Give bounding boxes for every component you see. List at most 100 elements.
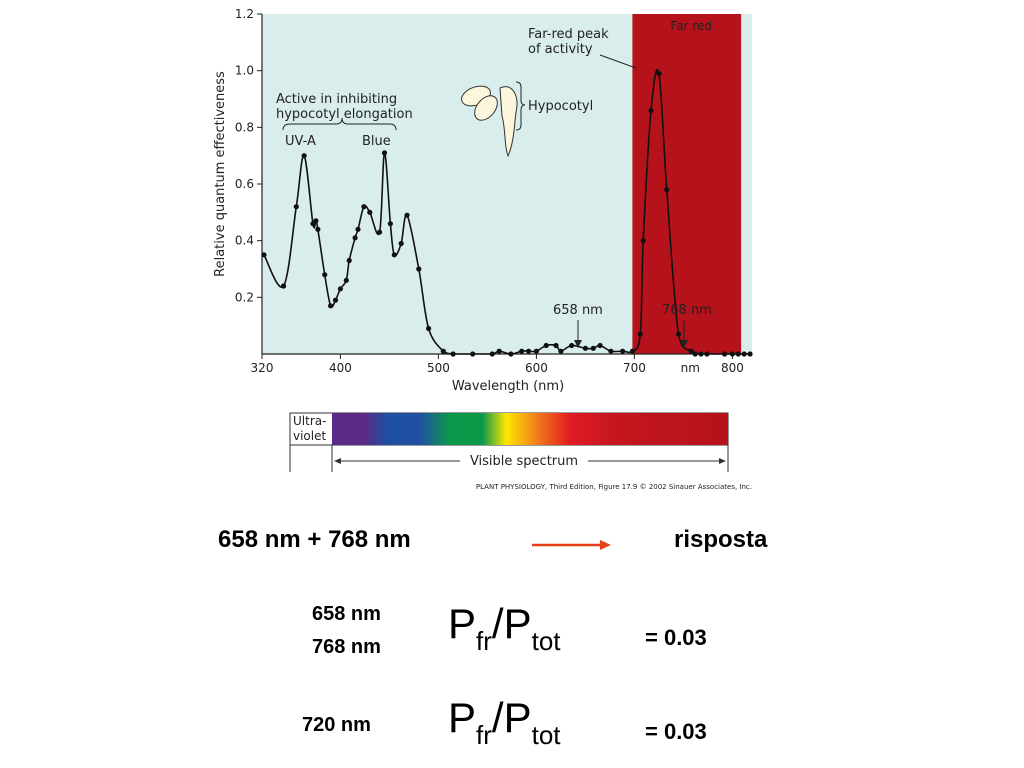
data-point bbox=[620, 348, 626, 354]
far-red-label: Far red bbox=[670, 19, 712, 33]
x-tick-label: 500 bbox=[427, 361, 450, 375]
data-point bbox=[597, 342, 603, 349]
data-point bbox=[508, 351, 514, 357]
data-point bbox=[664, 187, 670, 193]
ratio-value: = 0.03 bbox=[645, 719, 707, 744]
far-red-peak-label: Far-red peak of activity bbox=[528, 27, 609, 57]
y-tick-label: 1.2 bbox=[235, 7, 254, 21]
hypocotyl-label: Hypocotyl bbox=[528, 99, 593, 114]
data-point bbox=[747, 351, 753, 357]
ratio-value: = 0.03 bbox=[645, 625, 707, 650]
data-point bbox=[582, 345, 589, 351]
data-point bbox=[590, 345, 596, 351]
data-point bbox=[261, 252, 267, 258]
data-point bbox=[332, 297, 339, 303]
x-tick-label: 600 bbox=[525, 361, 548, 375]
y-tick-label: 1.0 bbox=[235, 64, 254, 78]
data-point bbox=[543, 342, 549, 349]
marker-658-label: 658 nm bbox=[553, 303, 603, 318]
data-point bbox=[313, 218, 319, 224]
data-point bbox=[280, 283, 287, 289]
data-point bbox=[355, 226, 361, 232]
x-tick-label: 400 bbox=[329, 361, 352, 375]
pfr-ptot-ratio: Pfr/Ptot bbox=[448, 600, 561, 656]
data-point bbox=[656, 70, 662, 77]
data-point bbox=[346, 257, 352, 264]
wavelength-label: 720 nm bbox=[302, 714, 371, 736]
equation-line: 658 nm + 768 nm risposta bbox=[218, 524, 798, 558]
data-point bbox=[440, 348, 446, 354]
figure-credit: PLANT PHYSIOLOGY, Third Edition, Figure … bbox=[476, 483, 752, 491]
data-point bbox=[608, 348, 614, 354]
far-red-band bbox=[632, 14, 742, 354]
x-tick-label: 800 bbox=[721, 361, 744, 375]
marker-768-label: 768 nm bbox=[662, 303, 712, 318]
y-tick-label: 0.4 bbox=[235, 234, 254, 248]
data-point bbox=[533, 348, 540, 354]
data-point bbox=[735, 351, 741, 357]
data-point bbox=[729, 351, 736, 357]
equation-left: 658 nm + 768 nm bbox=[218, 526, 411, 553]
data-point bbox=[450, 351, 456, 357]
blue-label: Blue bbox=[362, 134, 391, 149]
far-red-peak-annotation: Far-red peak of activity bbox=[528, 27, 637, 69]
data-point bbox=[496, 348, 502, 354]
data-point bbox=[648, 107, 654, 113]
data-point bbox=[343, 277, 349, 283]
data-point bbox=[688, 348, 694, 354]
data-point bbox=[328, 303, 334, 309]
inhibit-label: Active in inhibiting hypocotyl elongation bbox=[276, 92, 413, 122]
data-point bbox=[352, 235, 358, 241]
data-point bbox=[553, 342, 559, 349]
uva-label: UV-A bbox=[285, 134, 316, 149]
y-tick-label: 0.8 bbox=[235, 120, 254, 134]
data-point bbox=[387, 221, 393, 227]
data-point bbox=[361, 204, 367, 210]
hypocotyl-seedling-illustration: Hypocotyl bbox=[461, 81, 593, 158]
wavelength-label: 658 nm bbox=[312, 603, 381, 625]
equation-right: risposta bbox=[674, 526, 768, 553]
data-point bbox=[315, 226, 321, 232]
x-tick-label: nm bbox=[681, 361, 700, 375]
data-point bbox=[322, 272, 328, 278]
arrow-icon bbox=[532, 540, 611, 550]
data-point bbox=[640, 238, 646, 244]
data-point bbox=[337, 286, 343, 292]
inhibit-annotation: Active in inhibiting hypocotyl elongation… bbox=[276, 92, 413, 149]
action-spectrum-curve bbox=[263, 68, 751, 355]
data-point bbox=[489, 351, 495, 357]
data-point bbox=[698, 351, 704, 357]
x-tick-label: 320 bbox=[251, 361, 274, 375]
data-point bbox=[293, 204, 299, 210]
data-point bbox=[675, 331, 682, 337]
data-point bbox=[426, 325, 432, 332]
data-point bbox=[404, 212, 410, 218]
data-point bbox=[721, 351, 728, 357]
visible-spectrum-label: Visible spectrum bbox=[470, 454, 578, 469]
data-point bbox=[381, 150, 388, 156]
data-point bbox=[470, 351, 476, 357]
data-point bbox=[525, 348, 532, 354]
marker-658nm: 658 nm bbox=[553, 303, 603, 348]
data-point bbox=[692, 351, 698, 357]
wavelength-label: 768 nm bbox=[312, 636, 381, 658]
y-tick-label: 0.6 bbox=[235, 177, 254, 191]
data-point bbox=[391, 252, 397, 258]
y-tick-label: 0.2 bbox=[235, 290, 254, 304]
data-point bbox=[377, 229, 383, 235]
marker-768nm: 768 nm bbox=[662, 303, 712, 348]
data-point bbox=[629, 348, 636, 354]
data-point bbox=[367, 209, 373, 215]
data-point bbox=[519, 348, 525, 354]
ultraviolet-label: Ultra-violet bbox=[293, 414, 326, 443]
action-spectrum-chart: Far red 0.2 0.4 0.6 0.8 1.0 1.2 320 400 500 600 70… bbox=[213, 7, 753, 491]
ticks: 0.2 0.4 0.6 0.8 1.0 1.2 320 400 500 600 700 nm 800 bbox=[235, 7, 744, 375]
data-point bbox=[741, 351, 747, 357]
data-point bbox=[398, 240, 404, 247]
data-point bbox=[301, 153, 307, 159]
data-point bbox=[637, 331, 643, 337]
spectrum-bar: Ultra-violet Visible spectrum bbox=[289, 412, 729, 472]
data-point bbox=[704, 351, 710, 357]
y-axis-label: Relative quantum effectiveness bbox=[213, 71, 228, 277]
data-point bbox=[416, 266, 422, 272]
